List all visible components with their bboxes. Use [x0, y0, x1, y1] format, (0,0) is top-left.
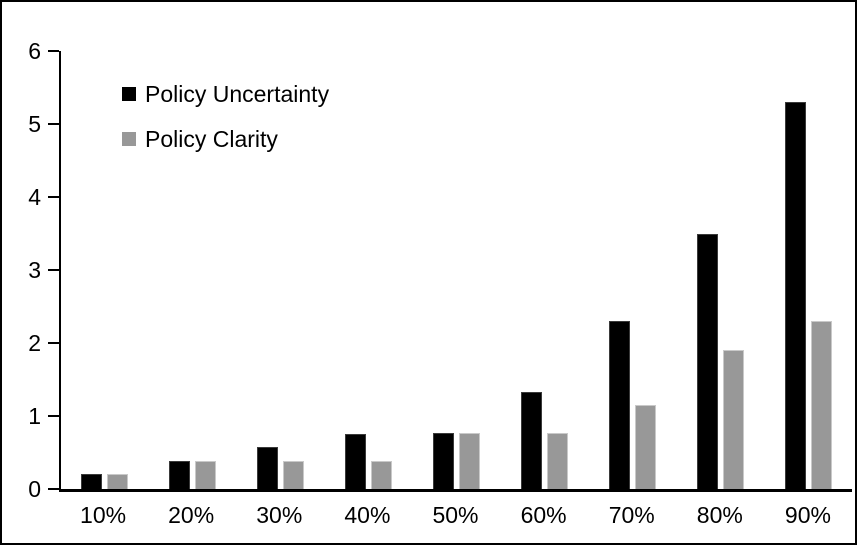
y-tick-mark: [48, 50, 59, 52]
bar-policy-clarity-60: [546, 432, 568, 489]
category-column-70: [588, 51, 676, 489]
y-tick-mark: [48, 488, 59, 490]
bar-policy-uncertainty-80: [696, 233, 718, 489]
bar-policy-uncertainty-30: [257, 447, 279, 489]
x-tick-label-70: 70%: [608, 502, 655, 528]
bar-policy-uncertainty-20: [169, 461, 191, 489]
category-column-90: [764, 51, 852, 489]
legend-swatch-policy-uncertainty-icon: [122, 87, 136, 101]
category-column-30: [237, 51, 325, 489]
bar-policy-uncertainty-90: [784, 102, 806, 489]
y-tick-label: 5: [28, 111, 41, 137]
legend-label-policy-clarity: Policy Clarity: [145, 126, 278, 152]
x-tick-label-10: 10%: [80, 502, 127, 528]
x-tick-label-80: 80%: [696, 502, 743, 528]
category-column-50: [413, 51, 501, 489]
y-tick-label: 1: [28, 403, 41, 430]
legend-label-policy-uncertainty: Policy Uncertainty: [145, 81, 330, 107]
y-tick-mark: [48, 269, 59, 271]
y-tick-mark: [48, 123, 59, 125]
bar-policy-uncertainty-50: [432, 432, 454, 489]
category-column-20: [149, 51, 237, 489]
x-tick-label-90: 90%: [784, 502, 831, 528]
bar-policy-clarity-30: [283, 461, 305, 489]
bar-policy-clarity-80: [722, 350, 744, 489]
x-axis-labels: 10% 20% 30% 40% 50% 60% 70% 80% 90%: [59, 501, 852, 529]
bar-policy-uncertainty-70: [608, 321, 630, 489]
category-column-80: [676, 51, 764, 489]
y-tick-label: 2: [28, 330, 41, 357]
bar-policy-clarity-90: [810, 321, 832, 489]
category-column-40: [325, 51, 413, 489]
legend-swatch-policy-clarity-icon: [122, 132, 136, 146]
y-tick-mark: [48, 415, 59, 418]
bar-policy-clarity-40: [371, 461, 393, 489]
category-column-10: [61, 51, 149, 489]
legend: Policy Uncertainty Policy Clarity: [122, 82, 329, 151]
y-tick-label: 4: [28, 184, 41, 211]
y-tick-label: 3: [28, 257, 41, 283]
y-tick-label: 0: [28, 476, 41, 502]
category-column-60: [500, 51, 588, 489]
x-tick-label-60: 60%: [520, 502, 567, 528]
bar-policy-uncertainty-40: [345, 434, 367, 489]
bar-policy-clarity-50: [458, 432, 480, 489]
x-tick-label-40: 40%: [344, 502, 391, 528]
y-tick-label: 6: [28, 38, 41, 64]
bar-policy-uncertainty-60: [520, 391, 542, 489]
legend-item-policy-uncertainty: Policy Uncertainty: [122, 82, 329, 106]
x-tick-label-30: 30%: [256, 502, 303, 528]
bar-policy-clarity-10: [107, 474, 129, 489]
plot-area: 0 1 2 3 4 5 6: [28, 38, 852, 502]
bar-policy-clarity-70: [634, 405, 656, 489]
x-tick-label-50: 50%: [432, 502, 479, 528]
bar-policy-uncertainty-10: [81, 474, 103, 489]
y-tick-mark: [48, 196, 59, 199]
y-tick-mark: [48, 342, 59, 345]
legend-item-policy-clarity: Policy Clarity: [122, 127, 329, 151]
bar-policy-clarity-20: [195, 461, 217, 489]
x-tick-label-20: 20%: [168, 502, 215, 528]
